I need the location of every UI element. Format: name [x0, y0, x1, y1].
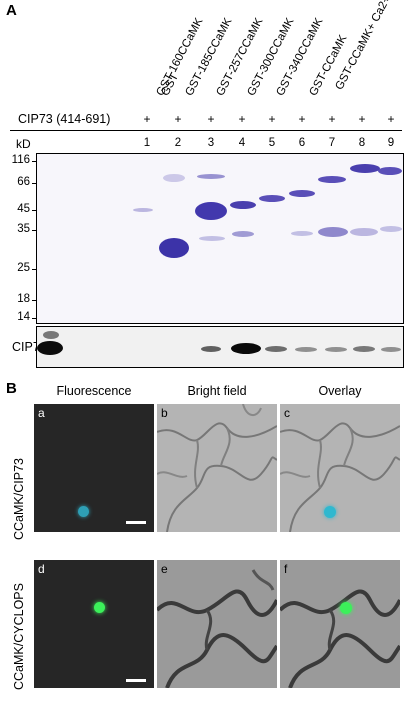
column-header-bright-field: Bright field: [187, 384, 247, 398]
gel-band: [291, 231, 313, 236]
plus-lane-5: +: [268, 112, 276, 126]
plus-lane-8: +: [358, 112, 366, 126]
panel-b-letter: B: [6, 380, 17, 397]
subpanel-label-e: e: [161, 562, 168, 576]
marker-116-tick: [32, 161, 37, 162]
cell-outlines: [157, 569, 277, 688]
lane-number-7: 7: [328, 137, 336, 149]
marker-18-tick: [32, 300, 37, 301]
scale-bar: [126, 521, 146, 524]
cell-outlines: [280, 422, 400, 532]
plus-lane-6: +: [298, 112, 306, 126]
blot-band: [381, 347, 401, 352]
subpanel-label-b: b: [161, 406, 168, 420]
marker-116: 116: [11, 154, 30, 166]
cell-outlines: [280, 589, 400, 688]
blot-band: [295, 347, 317, 352]
lane-number-2: 2: [174, 137, 182, 149]
micrograph-bright-field-cip73: b: [157, 404, 277, 532]
scale-bar: [126, 679, 146, 682]
gel-band: [232, 231, 254, 237]
gel-band: [259, 195, 285, 202]
plus-lane-4: +: [238, 112, 246, 126]
marker-35-tick: [32, 230, 37, 231]
marker-66-tick: [32, 183, 37, 184]
lane-number-5: 5: [268, 137, 276, 149]
micrograph-fluorescence-cyclops: d: [34, 560, 154, 688]
gel-band: [199, 236, 225, 241]
subpanel-label-c: c: [284, 406, 290, 420]
gel-band: [230, 201, 256, 209]
subpanel-label-d: d: [38, 562, 45, 576]
lane-number-9: 9: [387, 137, 395, 149]
micrograph-overlay-cyclops: f: [280, 560, 400, 688]
marker-66: 66: [17, 176, 30, 188]
nucleus-signal: [94, 602, 105, 613]
gel-band: [318, 176, 346, 183]
row-label-ccamk-cip73: CCaMK/CIP73: [12, 458, 26, 540]
western-blot: [36, 326, 404, 368]
cell-outlines: [157, 404, 277, 532]
blot-band: [43, 331, 59, 339]
gel-band: [159, 238, 189, 258]
marker-25-tick: [32, 269, 37, 270]
gel-band: [163, 174, 185, 182]
cip73-row-label: CIP73 (414-691): [18, 112, 111, 126]
gel-band: [197, 174, 225, 179]
marker-14-tick: [32, 318, 37, 319]
gel-band: [380, 226, 402, 232]
nucleus-signal: [78, 506, 89, 517]
blot-band: [201, 346, 221, 352]
gel-band: [289, 190, 315, 197]
row-label-ccamk-cyclops: CCaMK/CYCLOPS: [12, 583, 26, 690]
header-divider: [10, 130, 402, 131]
plus-lane-1: +: [143, 112, 151, 126]
gel-band: [350, 164, 380, 173]
blot-band: [265, 346, 287, 352]
marker-25: 25: [17, 262, 30, 274]
subpanel-label-f: f: [284, 562, 288, 576]
kd-label: kD: [16, 137, 31, 151]
gel-band: [195, 202, 227, 220]
marker-18: 18: [17, 293, 30, 305]
plus-lane-3: +: [207, 112, 215, 126]
lane-number-6: 6: [298, 137, 306, 149]
marker-45-tick: [32, 210, 37, 211]
marker-14: 14: [17, 311, 30, 323]
panel-a-letter: A: [6, 2, 17, 19]
marker-45: 45: [17, 203, 30, 215]
lane-number-4: 4: [238, 137, 246, 149]
marker-35: 35: [17, 223, 30, 235]
coomassie-gel: [36, 153, 404, 324]
column-header-fluorescence: Fluorescence: [56, 384, 132, 398]
subpanel-label-a: a: [38, 406, 45, 420]
lane-number-1: 1: [143, 137, 151, 149]
gel-band: [318, 227, 348, 237]
blot-band: [353, 346, 375, 352]
plus-lane-2: +: [174, 112, 182, 126]
column-header-overlay: Overlay: [318, 384, 362, 398]
gel-band: [133, 208, 153, 212]
blot-band: [325, 347, 347, 352]
blot-band: [231, 343, 261, 354]
gel-band: [350, 228, 378, 236]
lane-number-8: 8: [358, 137, 366, 149]
lane-number-3: 3: [207, 137, 215, 149]
nucleus-signal: [340, 602, 352, 614]
micrograph-fluorescence-cip73: a: [34, 404, 154, 532]
plus-lane-9: +: [387, 112, 395, 126]
micrograph-bright-field-cyclops: e: [157, 560, 277, 688]
nucleus-signal: [324, 506, 336, 518]
micrograph-overlay-cip73: c: [280, 404, 400, 532]
plus-lane-7: +: [328, 112, 336, 126]
blot-band: [37, 341, 63, 355]
gel-band: [378, 167, 402, 175]
